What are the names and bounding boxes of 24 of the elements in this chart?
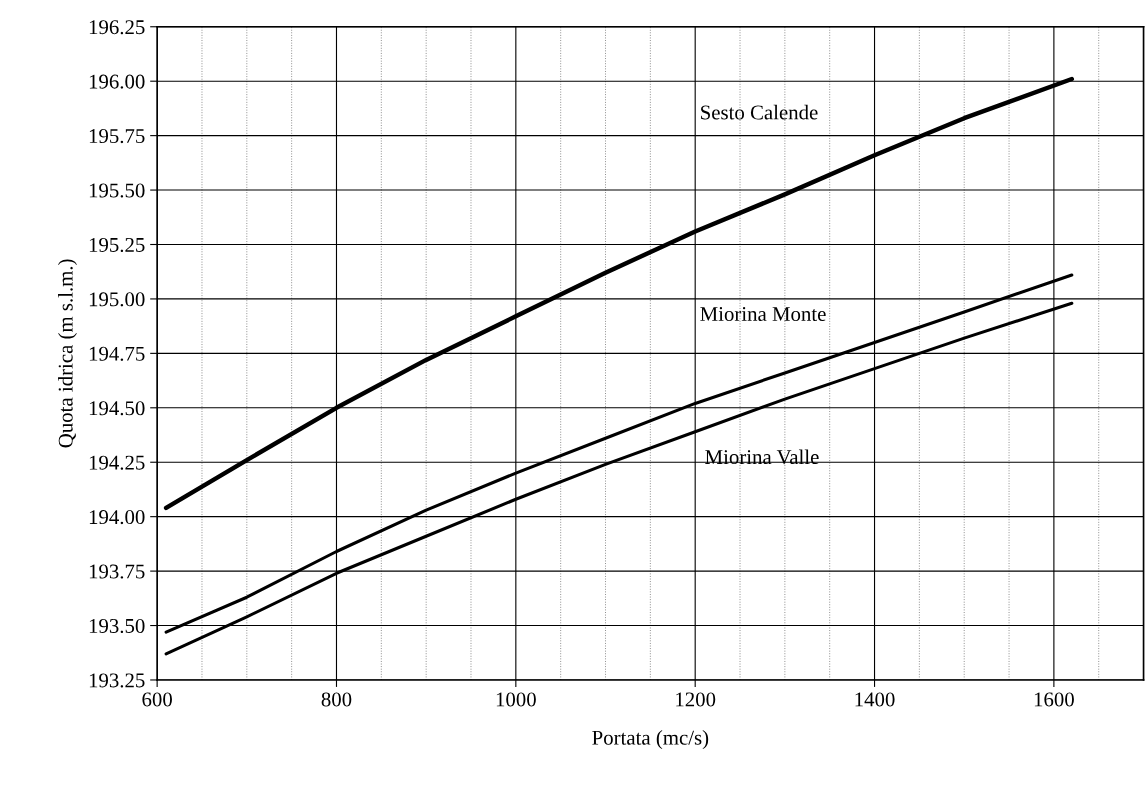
- x-axis-title: Portata (mc/s): [592, 730, 709, 749]
- y-tick-label: 195.25: [89, 237, 145, 253]
- x-tick-label: 1200: [676, 692, 716, 707]
- x-tick-label: 600: [142, 692, 172, 707]
- x-tick-label: 1600: [1034, 692, 1074, 707]
- y-tick-label: 196.00: [89, 74, 145, 89]
- y-tick-label: 194.25: [89, 455, 145, 470]
- y-tick-label: 195.00: [89, 292, 145, 307]
- x-tick-label: 1000: [496, 692, 536, 707]
- x-tick-label: 800: [321, 692, 352, 707]
- y-tick-label: 194.50: [89, 401, 145, 416]
- y-tick-label: 195.75: [89, 129, 145, 144]
- y-tick-label: 193.75: [89, 564, 145, 579]
- series-label: Miorina Valle: [705, 449, 819, 465]
- y-tick-label: 193.50: [89, 618, 145, 634]
- y-axis-title: Quota idrica (m s.l.m.): [58, 259, 77, 448]
- text: Sesto Calende: [701, 104, 818, 120]
- y-tick-label: 196.25: [89, 20, 145, 35]
- y-tick-label: 194.00: [89, 510, 145, 525]
- y-tick-label: 193.25: [89, 673, 145, 688]
- y-tick-label: 195.50: [89, 183, 145, 198]
- series-label: Miorina Monte: [700, 307, 826, 322]
- y-tick-label: 194.75: [89, 346, 145, 361]
- x-tick-label: 1400: [855, 692, 895, 707]
